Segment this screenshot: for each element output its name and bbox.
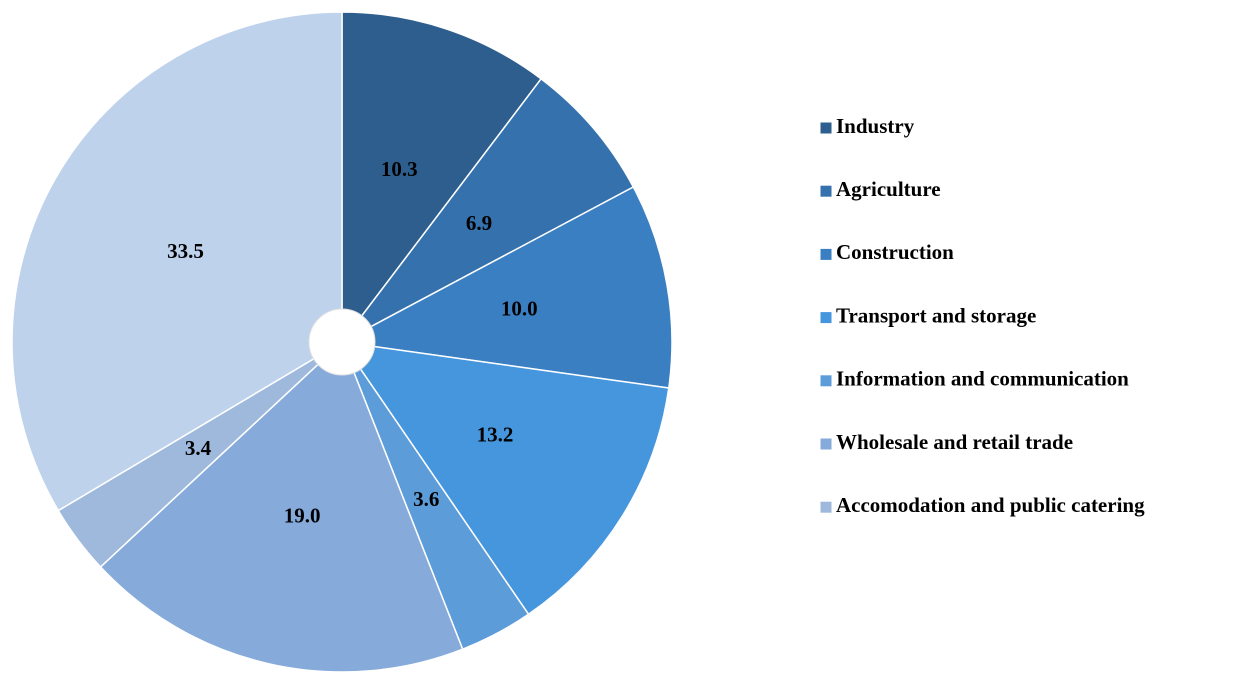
legend-swatch: [819, 437, 833, 451]
legend-label: Industry: [836, 114, 915, 138]
legend-label: Agriculture: [836, 177, 941, 201]
data-label: 10.3: [381, 157, 418, 181]
slice: [339, 185, 673, 389]
legend-label: Information and communication: [836, 367, 1129, 391]
legend-swatch: [819, 121, 833, 135]
data-label: 3.4: [185, 436, 212, 460]
legend-swatch: [819, 311, 833, 325]
slice: [340, 341, 670, 616]
legend-label: Construction: [836, 240, 954, 264]
slice: [341, 77, 635, 343]
donut-hole: [308, 308, 376, 376]
legend: Industry Agriculture Construction Transport…: [819, 114, 1145, 517]
data-label: 6.9: [466, 211, 492, 235]
data-labels: 10.3 6.9 10.0 13.2 3.6 19.0 3.4 33.5: [167, 157, 537, 527]
data-label: 33.5: [167, 239, 204, 263]
legend-label: Wholesale and retail trade: [836, 430, 1073, 454]
legend-swatch: [819, 374, 833, 388]
legend-label: Transport and storage: [836, 303, 1036, 327]
data-label: 19.0: [284, 503, 321, 527]
slice: [99, 340, 464, 673]
legend-swatch: [819, 184, 833, 198]
legend-swatch: [819, 247, 833, 261]
slices: [11, 11, 673, 673]
legend-label: Accomodation and public catering: [836, 493, 1145, 517]
data-label: 10.0: [501, 297, 538, 321]
slice: [341, 11, 543, 345]
legend-swatch: [819, 500, 833, 514]
slice: [11, 11, 343, 512]
data-label: 13.2: [477, 423, 514, 447]
data-label: 3.6: [413, 487, 439, 511]
